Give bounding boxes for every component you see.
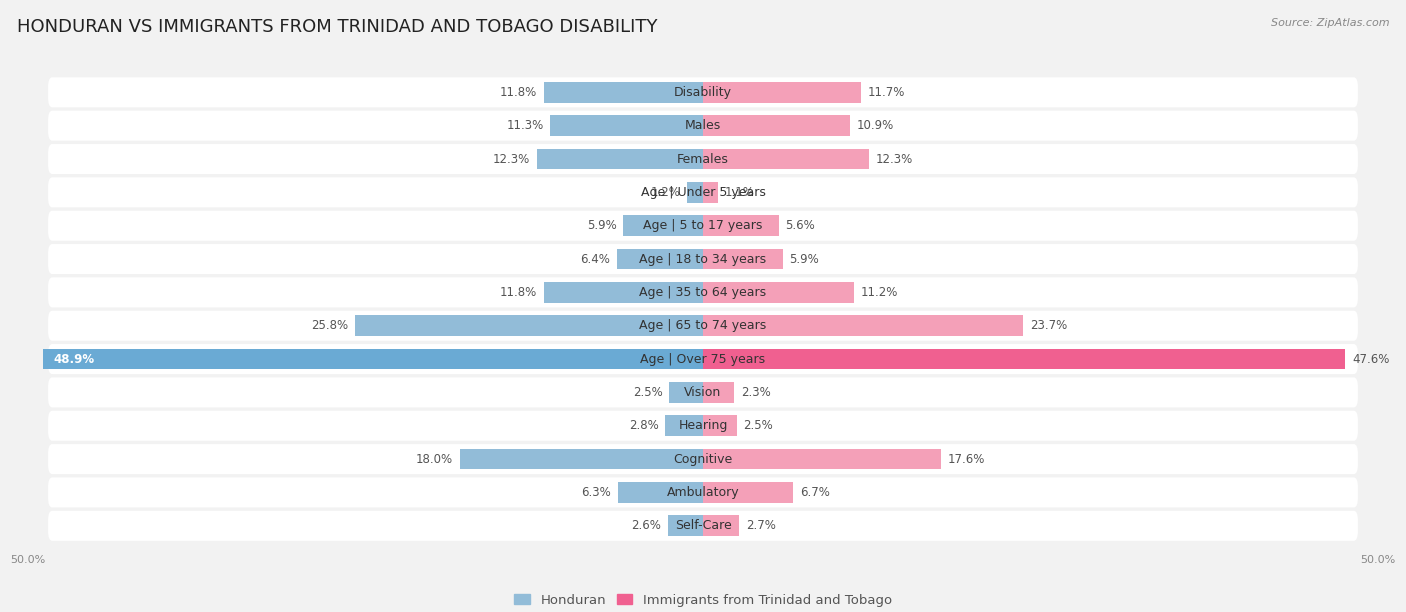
Bar	[44, 349, 703, 370]
Bar	[623, 215, 703, 236]
Text: 12.3%: 12.3%	[494, 152, 530, 165]
Text: Age | Over 75 years: Age | Over 75 years	[641, 353, 765, 365]
FancyBboxPatch shape	[48, 277, 1358, 307]
Bar	[703, 416, 737, 436]
Bar	[703, 115, 851, 136]
Text: Hearing: Hearing	[678, 419, 728, 432]
Legend: Honduran, Immigrants from Trinidad and Tobago: Honduran, Immigrants from Trinidad and T…	[509, 588, 897, 612]
Bar	[703, 82, 860, 103]
Text: 2.5%: 2.5%	[633, 386, 662, 399]
Text: 12.3%: 12.3%	[876, 152, 912, 165]
FancyBboxPatch shape	[48, 444, 1358, 474]
Bar	[703, 248, 783, 269]
Bar	[686, 182, 703, 203]
Bar	[703, 482, 793, 503]
Text: 17.6%: 17.6%	[948, 453, 984, 466]
Bar	[703, 149, 869, 170]
Text: Age | Under 5 years: Age | Under 5 years	[641, 186, 765, 199]
Bar	[544, 282, 703, 303]
FancyBboxPatch shape	[48, 111, 1358, 141]
Text: Disability: Disability	[673, 86, 733, 99]
Text: 48.9%: 48.9%	[53, 353, 94, 365]
Text: Age | 35 to 64 years: Age | 35 to 64 years	[640, 286, 766, 299]
Bar	[703, 182, 718, 203]
Text: 25.8%: 25.8%	[311, 319, 349, 332]
Text: 2.3%: 2.3%	[741, 386, 770, 399]
Bar	[354, 315, 703, 336]
FancyBboxPatch shape	[48, 411, 1358, 441]
Bar	[665, 416, 703, 436]
Text: Self-Care: Self-Care	[675, 520, 731, 532]
Text: 2.8%: 2.8%	[628, 419, 658, 432]
Text: 23.7%: 23.7%	[1029, 319, 1067, 332]
Bar	[619, 482, 703, 503]
Text: 11.8%: 11.8%	[499, 286, 537, 299]
Text: 6.4%: 6.4%	[581, 253, 610, 266]
FancyBboxPatch shape	[48, 311, 1358, 341]
FancyBboxPatch shape	[48, 511, 1358, 541]
Text: 47.6%: 47.6%	[1353, 353, 1389, 365]
Text: Males: Males	[685, 119, 721, 132]
FancyBboxPatch shape	[48, 177, 1358, 207]
Text: 11.8%: 11.8%	[499, 86, 537, 99]
Text: 18.0%: 18.0%	[416, 453, 453, 466]
Bar	[703, 349, 1346, 370]
Text: 1.2%: 1.2%	[650, 186, 681, 199]
Text: Vision: Vision	[685, 386, 721, 399]
FancyBboxPatch shape	[48, 77, 1358, 107]
FancyBboxPatch shape	[48, 244, 1358, 274]
Text: HONDURAN VS IMMIGRANTS FROM TRINIDAD AND TOBAGO DISABILITY: HONDURAN VS IMMIGRANTS FROM TRINIDAD AND…	[17, 18, 658, 36]
Text: 6.7%: 6.7%	[800, 486, 830, 499]
Bar	[544, 82, 703, 103]
Text: 2.7%: 2.7%	[747, 520, 776, 532]
Bar	[668, 515, 703, 536]
FancyBboxPatch shape	[48, 144, 1358, 174]
Text: Cognitive: Cognitive	[673, 453, 733, 466]
Bar	[703, 315, 1024, 336]
Bar	[669, 382, 703, 403]
Text: 11.2%: 11.2%	[860, 286, 898, 299]
Bar	[551, 115, 703, 136]
Bar	[537, 149, 703, 170]
Text: 6.3%: 6.3%	[582, 486, 612, 499]
Bar	[460, 449, 703, 469]
Bar	[617, 248, 703, 269]
Text: Age | 65 to 74 years: Age | 65 to 74 years	[640, 319, 766, 332]
Text: 11.7%: 11.7%	[868, 86, 905, 99]
Text: 1.1%: 1.1%	[724, 186, 755, 199]
Bar	[703, 215, 779, 236]
Text: 2.6%: 2.6%	[631, 520, 661, 532]
Bar	[703, 382, 734, 403]
FancyBboxPatch shape	[48, 211, 1358, 241]
Text: Females: Females	[678, 152, 728, 165]
Bar	[703, 515, 740, 536]
Text: 5.9%: 5.9%	[789, 253, 820, 266]
FancyBboxPatch shape	[48, 344, 1358, 374]
Bar	[703, 282, 855, 303]
Text: 5.9%: 5.9%	[586, 219, 617, 232]
Text: Ambulatory: Ambulatory	[666, 486, 740, 499]
Text: Age | 18 to 34 years: Age | 18 to 34 years	[640, 253, 766, 266]
Text: Age | 5 to 17 years: Age | 5 to 17 years	[644, 219, 762, 232]
FancyBboxPatch shape	[48, 378, 1358, 408]
Text: 11.3%: 11.3%	[506, 119, 544, 132]
Text: 10.9%: 10.9%	[856, 119, 894, 132]
FancyBboxPatch shape	[48, 477, 1358, 507]
Bar	[703, 449, 941, 469]
Text: 5.6%: 5.6%	[786, 219, 815, 232]
Text: 2.5%: 2.5%	[744, 419, 773, 432]
Text: Source: ZipAtlas.com: Source: ZipAtlas.com	[1271, 18, 1389, 28]
